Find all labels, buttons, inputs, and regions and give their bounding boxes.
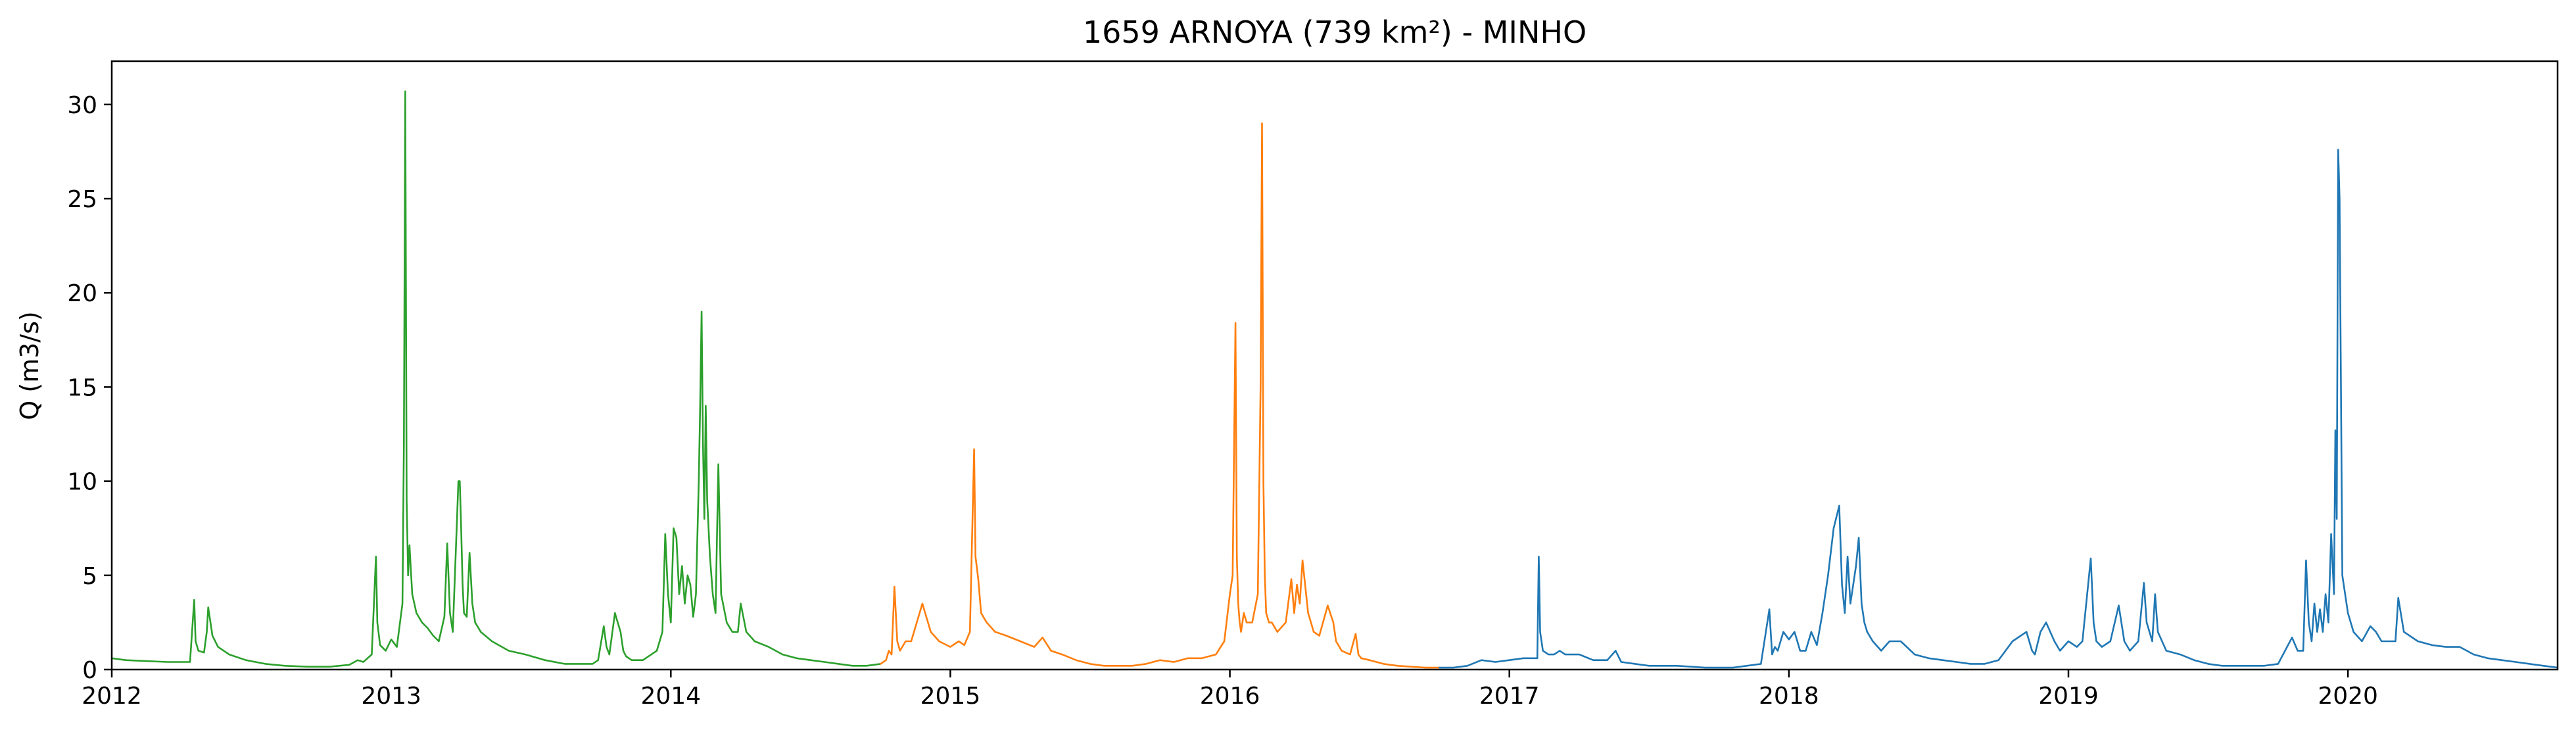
- series-line-3: [1439, 149, 2559, 669]
- y-tick-label: 5: [82, 563, 97, 590]
- series-line-1: [110, 90, 882, 668]
- x-tick-label: 2013: [361, 683, 421, 710]
- x-tick-label: 2014: [640, 683, 701, 710]
- x-tick-label: 2012: [82, 683, 142, 710]
- y-tick-label: 0: [82, 657, 97, 684]
- x-tick-label: 2015: [920, 683, 981, 710]
- x-tick-label: 2016: [1200, 683, 1260, 710]
- y-tick-label: 10: [67, 469, 97, 496]
- y-tick-label: 30: [67, 92, 97, 119]
- x-tick-label: 2019: [2038, 683, 2099, 710]
- series-layer: [110, 90, 2559, 669]
- y-tick-label: 20: [67, 280, 97, 307]
- y-tick-label: 25: [67, 186, 97, 213]
- x-tick-label: 2017: [1479, 683, 1540, 710]
- x-tick-label: 2020: [2318, 683, 2378, 710]
- series-line-2: [879, 122, 1441, 669]
- plot-frame: [110, 60, 2559, 671]
- y-tick-label: 15: [67, 374, 97, 401]
- chart-title: 1659 ARNOYA (739 km²) - MINHO: [1083, 14, 1586, 50]
- x-axis-ticks: 2012 2013 2014 2015 2016 2017 2018 2019 2020: [82, 670, 2378, 710]
- y-axis-label: Q (m3/s): [15, 311, 44, 420]
- x-tick-label: 2018: [1759, 683, 1819, 710]
- y-axis-ticks: 0 5 10 15 20 25 30: [67, 92, 112, 684]
